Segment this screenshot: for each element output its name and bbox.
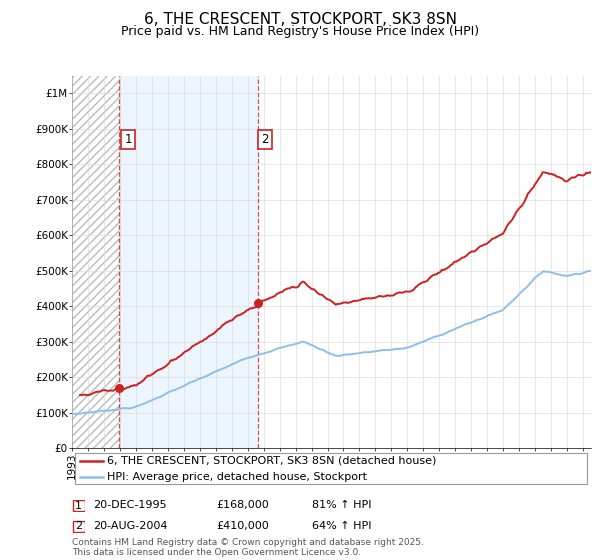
Text: £410,000: £410,000 (216, 521, 269, 531)
Text: 20-AUG-2004: 20-AUG-2004 (93, 521, 167, 531)
Text: 20-DEC-1995: 20-DEC-1995 (93, 500, 167, 510)
FancyBboxPatch shape (74, 453, 587, 484)
Text: 2: 2 (261, 133, 269, 146)
Text: 6, THE CRESCENT, STOCKPORT, SK3 8SN: 6, THE CRESCENT, STOCKPORT, SK3 8SN (143, 12, 457, 27)
Text: 6, THE CRESCENT, STOCKPORT, SK3 8SN (detached house): 6, THE CRESCENT, STOCKPORT, SK3 8SN (det… (107, 456, 437, 466)
Text: 1: 1 (124, 133, 132, 146)
Bar (119, 76, 258, 448)
Text: HPI: Average price, detached house, Stockport: HPI: Average price, detached house, Stoc… (107, 472, 367, 482)
Text: 81% ↑ HPI: 81% ↑ HPI (312, 500, 371, 510)
Text: 64% ↑ HPI: 64% ↑ HPI (312, 521, 371, 531)
Bar (72, 76, 119, 448)
Text: 2: 2 (75, 521, 82, 531)
FancyBboxPatch shape (73, 521, 85, 532)
FancyBboxPatch shape (73, 500, 85, 511)
Text: Contains HM Land Registry data © Crown copyright and database right 2025.
This d: Contains HM Land Registry data © Crown c… (72, 538, 424, 557)
Text: £168,000: £168,000 (216, 500, 269, 510)
Text: Price paid vs. HM Land Registry's House Price Index (HPI): Price paid vs. HM Land Registry's House … (121, 25, 479, 38)
Text: 1: 1 (75, 501, 82, 511)
